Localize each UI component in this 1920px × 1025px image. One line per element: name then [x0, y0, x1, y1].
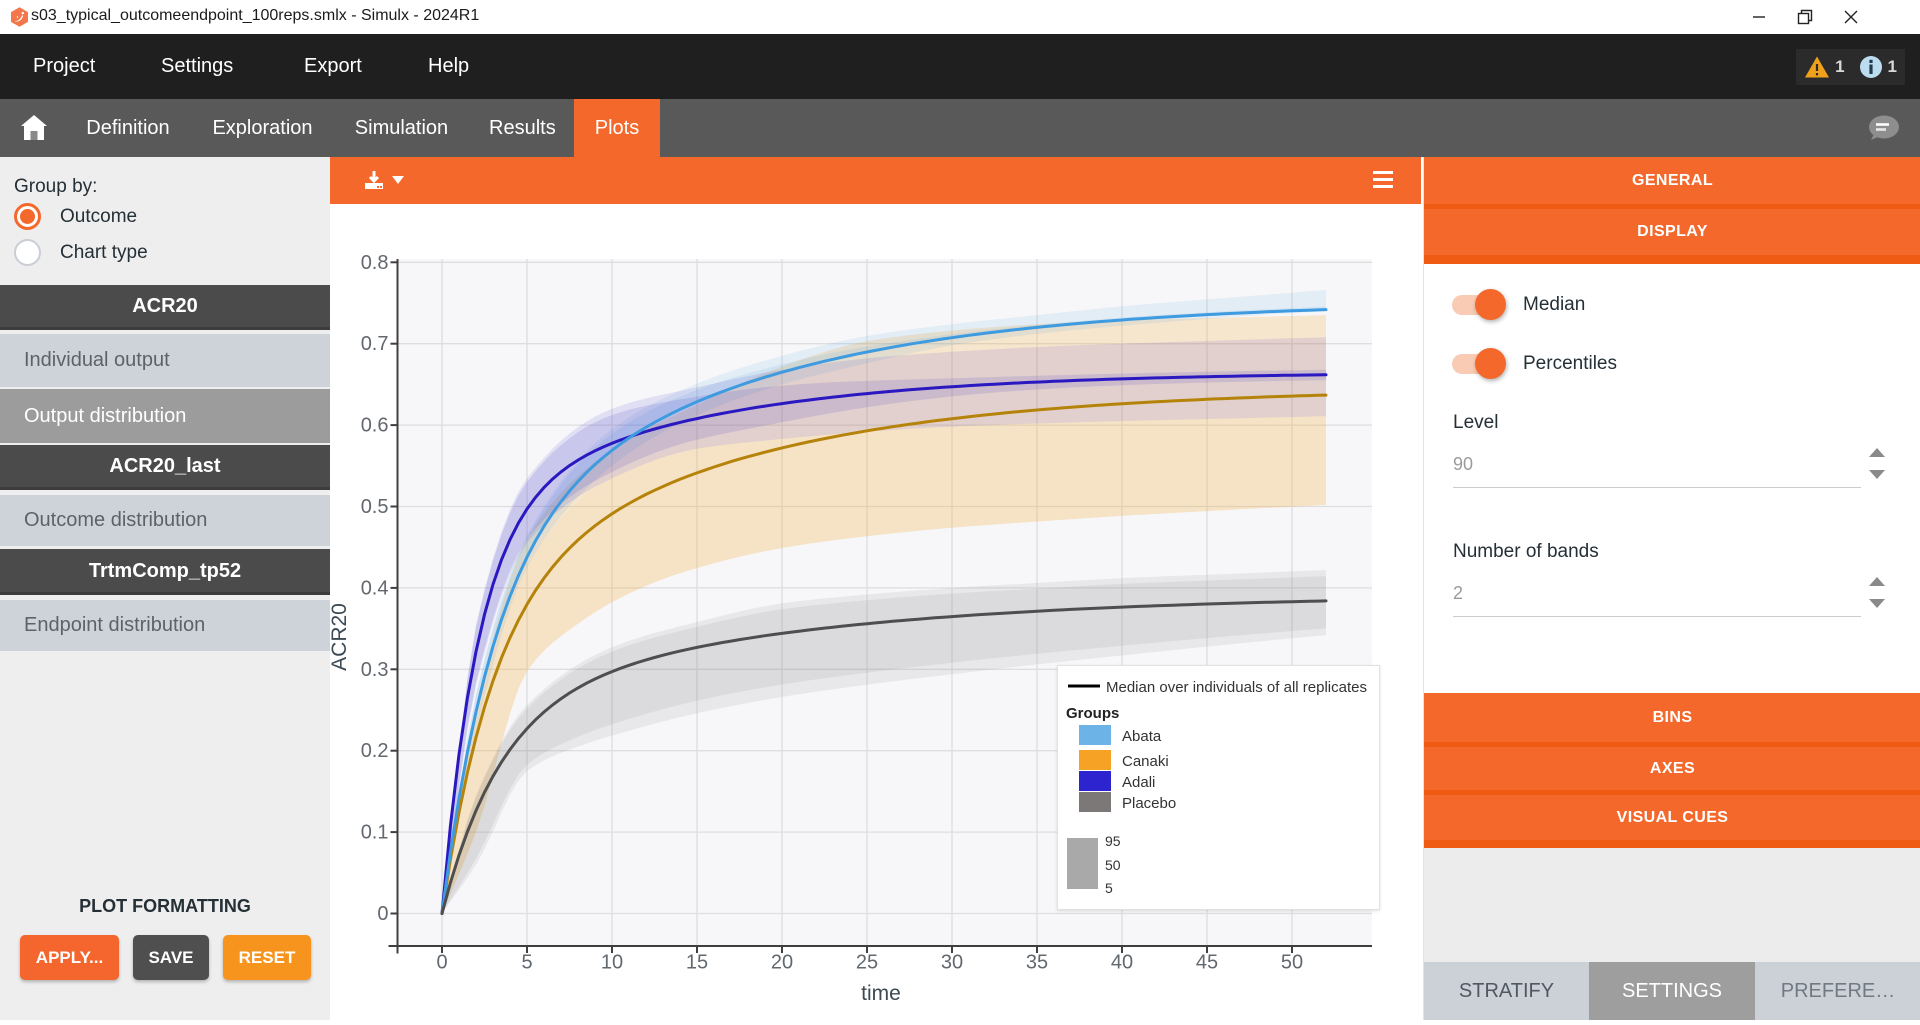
svg-text:40: 40 — [1111, 952, 1133, 974]
svg-text:Adali: Adali — [1122, 774, 1155, 791]
svg-text:Abata: Abata — [1122, 728, 1162, 745]
svg-text:0.4: 0.4 — [361, 577, 389, 599]
svg-text:0.7: 0.7 — [361, 333, 389, 355]
svg-text:0: 0 — [436, 952, 447, 974]
svg-text:15: 15 — [686, 952, 708, 974]
svg-text:Groups: Groups — [1066, 705, 1119, 722]
svg-text:20: 20 — [771, 952, 793, 974]
svg-text:5: 5 — [1105, 880, 1113, 896]
svg-text:95: 95 — [1105, 833, 1121, 849]
svg-text:time: time — [861, 982, 901, 1005]
svg-text:0.1: 0.1 — [361, 822, 389, 844]
svg-text:25: 25 — [856, 952, 878, 974]
svg-text:0.8: 0.8 — [361, 252, 389, 274]
svg-text:50: 50 — [1105, 857, 1121, 873]
svg-text:ACR20: ACR20 — [330, 603, 351, 671]
svg-text:0.3: 0.3 — [361, 659, 389, 681]
svg-text:0.2: 0.2 — [361, 740, 389, 762]
svg-text:5: 5 — [521, 952, 532, 974]
svg-text:10: 10 — [601, 952, 623, 974]
svg-text:0.6: 0.6 — [361, 415, 389, 437]
svg-text:45: 45 — [1196, 952, 1218, 974]
svg-text:50: 50 — [1281, 952, 1303, 974]
svg-text:35: 35 — [1026, 952, 1048, 974]
svg-text:30: 30 — [941, 952, 963, 974]
svg-text:0.5: 0.5 — [361, 496, 389, 518]
svg-text:0: 0 — [377, 903, 388, 925]
svg-text:Placebo: Placebo — [1122, 795, 1176, 812]
svg-text:Median over individuals of all: Median over individuals of all replicate… — [1106, 679, 1367, 696]
svg-text:Canaki: Canaki — [1122, 753, 1169, 770]
